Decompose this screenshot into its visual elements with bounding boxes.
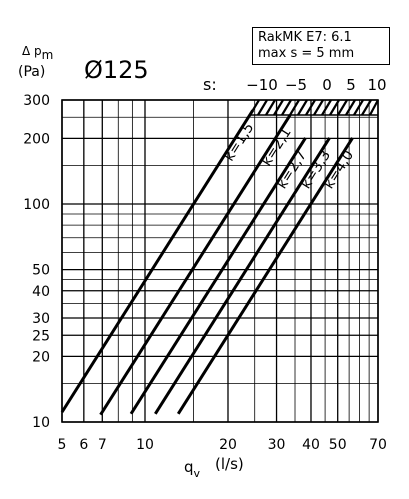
x-axis-label: qv [184,458,201,480]
series-lines [60,109,354,416]
plot-frame [61,99,379,423]
y-tick-label: 10 [32,415,50,431]
x-tick-label: 70 [369,437,387,453]
x-tick-label: 10 [136,437,154,453]
x-tick-label: −5 [285,76,307,94]
hatch-stroke [313,99,324,116]
x-tick-label: −10 [246,76,278,94]
hatch-stroke [337,99,348,116]
y-tick-label: 50 [32,263,50,279]
hatch-stroke [361,99,372,116]
s-value-labels: −10 −5 0 5 10 [246,76,386,94]
hatch-stroke [265,99,276,116]
y-tick-label: 300 [23,93,50,109]
x-tick-label: 20 [219,437,237,453]
x-tick-label: 7 [98,437,107,453]
y-axis-label: Δ pm [22,44,53,62]
series-line-k=2,7 [129,137,307,415]
k-labels: k=1,5 k=2,1k=2,7k=3,3k=4,0 [221,120,357,192]
x-tick-label: 10 [367,76,386,94]
hatch-stroke [345,99,356,116]
hatch-stroke [289,99,300,116]
major-grid [61,99,379,423]
series-line-k=2,1 [99,114,292,416]
x-tick-label: 5 [58,437,67,453]
x-tick-label: 6 [79,437,88,453]
hatch-stroke [273,99,284,116]
hatch-stroke [353,99,364,116]
y-tick-label: 25 [32,328,50,344]
hatch-stroke [305,99,316,116]
x-tick-labels: 5 6 7 10 20 30 40 50 70 [58,437,387,453]
series-line-k=1,5 [60,109,255,413]
note-line-1: RakMK E7: 6.1 [258,30,352,45]
y-tick-label: 100 [23,197,50,213]
series-label: k=1,5 [221,120,257,164]
hatch-stroke [257,99,268,116]
chart-title: Ø125 [84,56,149,84]
y-tick-label: 30 [32,311,50,327]
minor-grid [62,100,378,422]
x-tick-label: 40 [302,437,320,453]
x-tick-label: 0 [322,76,332,94]
hatch-stroke [329,99,340,116]
series-line-k=3,3 [154,137,331,415]
hatch-stroke [281,99,292,116]
s-label: s: [203,75,217,94]
x-tick-label: 30 [268,437,286,453]
series-line-k=4,0 [176,137,354,415]
y-tick-label: 200 [23,131,50,147]
note-box: RakMK E7: 6.1 max s = 5 mm [252,27,390,65]
y-tick-label: 40 [32,284,50,300]
hatch-stroke [321,99,332,116]
s-hatch-band [249,99,379,116]
y-axis-unit: (Pa) [18,64,45,80]
note-line-2: max s = 5 mm [258,46,355,61]
x-tick-label: 5 [346,76,356,94]
hatch-stroke [297,99,308,116]
hatch-stroke [369,99,379,116]
y-tick-label: 20 [32,349,50,365]
x-tick-label: 50 [329,437,347,453]
x-axis-unit: (l/s) [215,455,244,473]
